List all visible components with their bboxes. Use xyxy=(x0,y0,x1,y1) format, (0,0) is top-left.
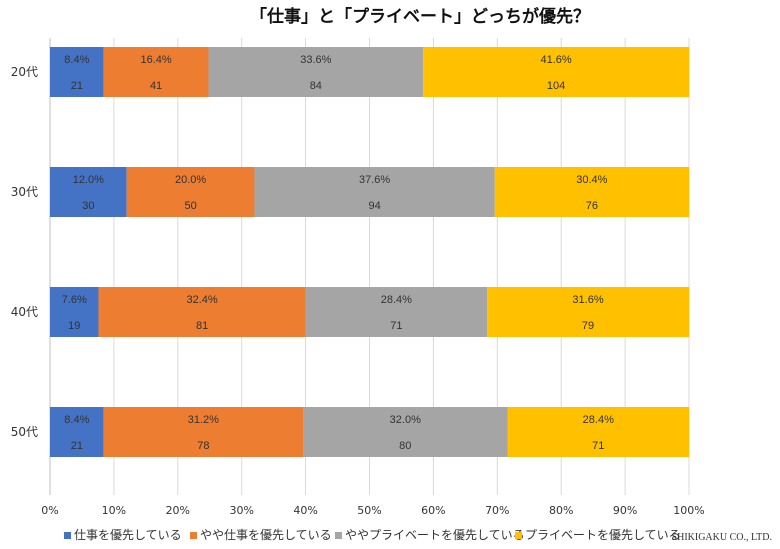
data-label-percent: 28.4% xyxy=(381,294,412,306)
data-label-count: 78 xyxy=(197,440,209,452)
credit-text: SHIKIGAKU CO., LTD. xyxy=(672,532,772,543)
data-label-count: 84 xyxy=(310,80,322,92)
y-tick-label: 30代 xyxy=(11,185,38,199)
legend-label: プライベートを優先している xyxy=(525,528,681,542)
data-label-percent: 31.6% xyxy=(572,294,603,306)
y-tick-label: 50代 xyxy=(11,425,38,439)
data-label-percent: 41.6% xyxy=(540,54,571,66)
bar-segment xyxy=(487,287,689,337)
bar-segment xyxy=(50,287,99,337)
data-label-percent: 32.4% xyxy=(186,294,217,306)
x-tick-label: 40% xyxy=(293,504,317,517)
data-label-percent: 30.4% xyxy=(576,174,607,186)
data-label-percent: 16.4% xyxy=(140,54,171,66)
y-tick-label: 20代 xyxy=(11,65,38,79)
legend-swatch xyxy=(515,532,522,539)
data-label-percent: 7.6% xyxy=(62,294,87,306)
data-label-count: 104 xyxy=(547,80,565,92)
data-label-percent: 33.6% xyxy=(300,54,331,66)
data-label-count: 19 xyxy=(68,320,80,332)
data-label-count: 41 xyxy=(150,80,162,92)
data-label-count: 50 xyxy=(184,200,196,212)
data-label-count: 71 xyxy=(592,440,604,452)
data-label-percent: 32.0% xyxy=(390,414,421,426)
x-tick-label: 90% xyxy=(613,504,637,517)
data-label-percent: 8.4% xyxy=(64,54,89,66)
bar-segment xyxy=(303,407,508,457)
data-label-percent: 20.0% xyxy=(175,174,206,186)
data-label-count: 80 xyxy=(399,440,411,452)
data-label-percent: 28.4% xyxy=(583,414,614,426)
data-label-percent: 8.4% xyxy=(64,414,89,426)
bar-segment xyxy=(98,287,306,337)
bar-segment xyxy=(507,407,689,457)
legend-swatch xyxy=(335,532,342,539)
x-tick-label: 100% xyxy=(673,504,704,517)
bar-segment xyxy=(50,407,104,457)
data-label-percent: 37.6% xyxy=(359,174,390,186)
legend-label: やや仕事を優先している xyxy=(200,528,332,542)
data-label-percent: 31.2% xyxy=(188,414,219,426)
legend-swatch xyxy=(64,532,71,539)
x-tick-label: 70% xyxy=(485,504,509,517)
y-axis: 20代 30代 40代 50代 xyxy=(11,65,38,439)
bar-segment xyxy=(50,47,104,97)
bar-area: 8.4% 21 16.4% 41 33.6% 84 41.6% 104 12.0% 30 20.0%… xyxy=(50,47,689,457)
bar-segment xyxy=(50,167,127,217)
chart-title: 「仕事」と「プライベート」どっちが優先？ xyxy=(250,6,590,27)
bar-segment xyxy=(103,47,209,97)
bar-segment xyxy=(103,407,304,457)
legend-label: 仕事を優先している xyxy=(74,528,182,542)
data-label-count: 21 xyxy=(71,80,83,92)
bar-segment xyxy=(423,47,689,97)
legend-swatch xyxy=(190,532,197,539)
bar-segment xyxy=(126,167,255,217)
bar-segment xyxy=(208,47,424,97)
data-label-count: 79 xyxy=(582,320,594,332)
x-tick-label: 20% xyxy=(166,504,190,517)
x-tick-label: 80% xyxy=(549,504,573,517)
data-label-count: 81 xyxy=(196,320,208,332)
legend-label: ややプライベートを優先している xyxy=(345,528,525,542)
data-label-count: 76 xyxy=(586,200,598,212)
data-label-count: 30 xyxy=(82,200,94,212)
x-tick-label: 30% xyxy=(229,504,253,517)
x-tick-label: 60% xyxy=(421,504,445,517)
data-label-count: 21 xyxy=(71,440,83,452)
data-label-count: 71 xyxy=(390,320,402,332)
legend: 仕事を優先している やや仕事を優先している ややプライベートを優先している プライベー… xyxy=(64,528,681,542)
y-tick-label: 40代 xyxy=(11,305,38,319)
x-tick-label: 0% xyxy=(41,504,58,517)
data-label-percent: 12.0% xyxy=(73,174,104,186)
bar-segment xyxy=(494,167,689,217)
x-axis: 0% 10% 20% 30% 40% 50% 60% 70% 80% 90% 100% xyxy=(41,504,704,517)
bar-segment xyxy=(305,287,488,337)
x-tick-label: 10% xyxy=(102,504,126,517)
data-label-count: 94 xyxy=(368,200,380,212)
x-tick-label: 50% xyxy=(357,504,381,517)
bar-segment xyxy=(254,167,495,217)
